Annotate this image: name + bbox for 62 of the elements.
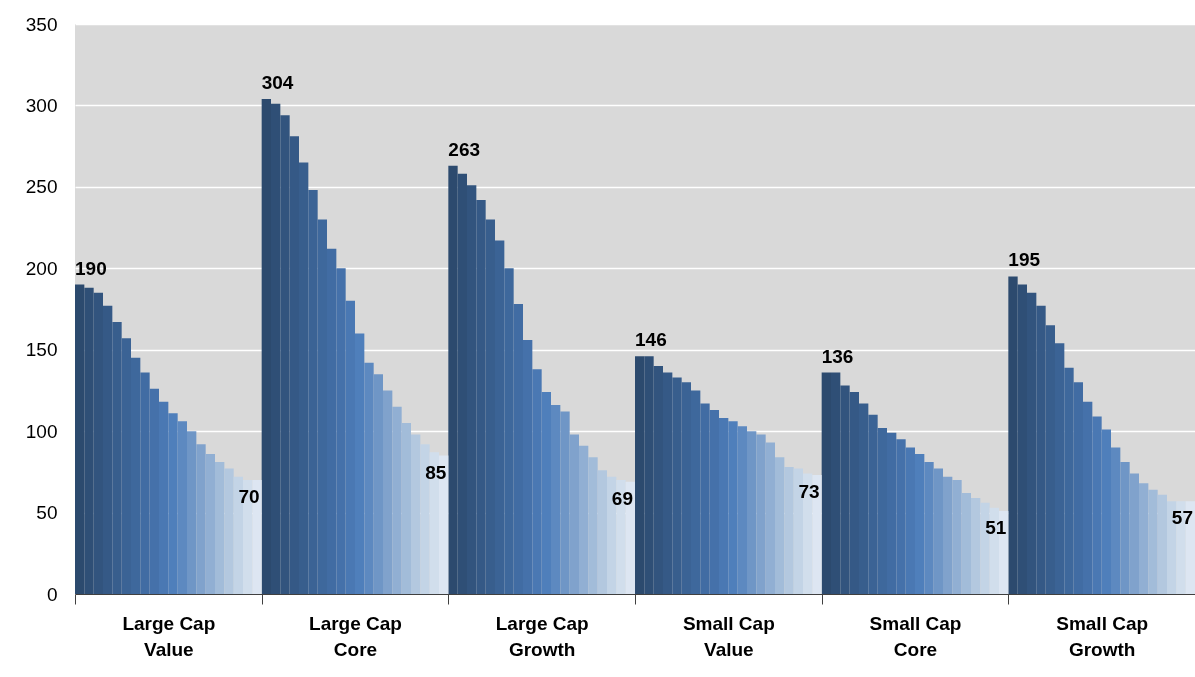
bar: [187, 431, 197, 594]
y-tick-label: 300: [25, 94, 58, 116]
data-label: 51: [985, 516, 1007, 538]
bar: [392, 406, 402, 594]
bar: [177, 421, 187, 594]
data-label: 57: [1171, 507, 1193, 529]
y-tick-label: 0: [46, 583, 58, 605]
bar: [924, 462, 934, 594]
bar: [952, 480, 962, 594]
data-label: 85: [425, 461, 447, 483]
bar: [1148, 489, 1158, 594]
bar: [373, 374, 383, 594]
bar: [737, 426, 747, 594]
bar: [1111, 447, 1121, 594]
bar: [196, 444, 206, 594]
bar: [943, 476, 953, 594]
data-label: 69: [611, 487, 633, 509]
bar: [1139, 483, 1149, 594]
bar: [1120, 462, 1130, 594]
bar: [588, 457, 598, 594]
bar: [411, 434, 421, 594]
y-tick-label: 250: [25, 176, 58, 198]
bar: [560, 411, 570, 594]
data-label: 146: [635, 329, 667, 351]
x-tick-label: Small Cap Core: [869, 612, 962, 660]
x-tick-label: Small Cap Value: [682, 612, 775, 660]
y-tick-label: 350: [25, 13, 58, 35]
bar: [597, 470, 607, 594]
data-label: 190: [75, 257, 107, 279]
x-tick-label: Small Cap Growth: [1056, 612, 1149, 660]
bar: [579, 445, 589, 594]
bar: [224, 468, 234, 594]
y-tick-label: 200: [25, 257, 58, 279]
x-tick-label: Large Cap Core: [309, 612, 402, 660]
bar: [933, 468, 943, 594]
data-label: 70: [238, 486, 260, 507]
data-label: 73: [798, 481, 820, 503]
bar: [401, 423, 411, 594]
bar: [756, 434, 766, 594]
bar: [765, 442, 775, 594]
bar: [205, 453, 215, 594]
y-tick-label: 50: [36, 502, 58, 524]
bar: [364, 362, 374, 594]
data-label: 304: [261, 71, 294, 93]
bar: [971, 497, 981, 594]
data-label: 195: [1008, 249, 1041, 271]
bar: [784, 466, 794, 594]
bar: [383, 390, 393, 594]
bar: [1157, 494, 1167, 594]
bar: [775, 457, 785, 594]
data-label: 263: [448, 138, 481, 160]
bar: [961, 493, 971, 594]
y-tick-label: 100: [25, 420, 58, 442]
bar: [215, 462, 225, 594]
y-tick-label: 150: [25, 339, 58, 361]
bar: [551, 405, 561, 594]
bar: [747, 431, 757, 594]
bar: [1129, 473, 1139, 594]
x-tick-label: Large Cap Growth: [495, 612, 589, 660]
bar: [569, 434, 579, 594]
x-tick-label: Large Cap Value: [122, 612, 216, 660]
data-label: 136: [821, 345, 854, 367]
